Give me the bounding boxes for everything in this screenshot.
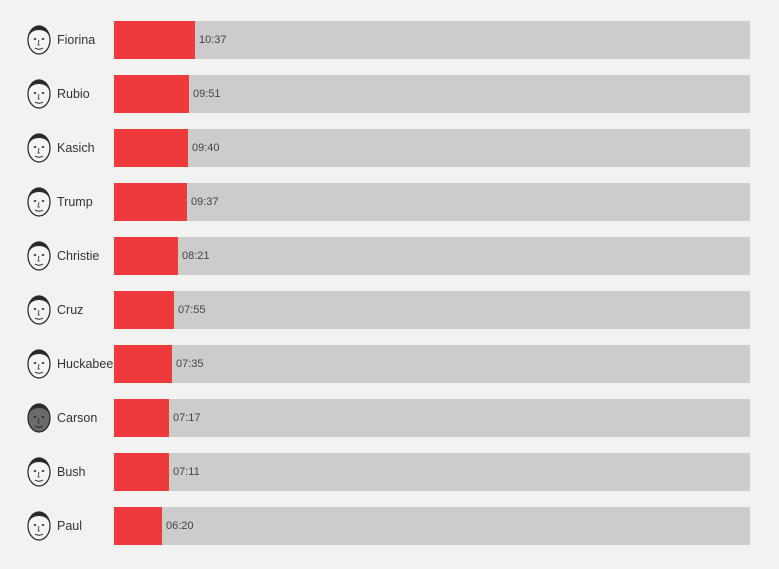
cruz-portrait-icon	[27, 295, 51, 325]
paul-portrait-icon	[27, 511, 51, 541]
bar-row: Paul 06:20	[0, 507, 779, 545]
speaking-time-label: 09:37	[191, 196, 219, 208]
bar-track: 09:51	[114, 75, 750, 113]
candidate-name-label: Kasich	[57, 141, 95, 155]
speaking-time-bar	[114, 399, 169, 437]
bar-row: Christie 08:21	[0, 237, 779, 275]
candidate-name-label: Carson	[57, 411, 98, 425]
rubio-portrait-icon	[27, 79, 51, 109]
bar-track: 09:37	[114, 183, 750, 221]
bar-row: Huckabee 07:35	[0, 345, 779, 383]
candidate-name-label: Cruz	[57, 303, 84, 317]
bar-track: 06:20	[114, 507, 750, 545]
bar-row: Bush 07:11	[0, 453, 779, 491]
bar-track: 10:37	[114, 21, 750, 59]
kasich-portrait-icon	[27, 133, 51, 163]
speaking-time-bar	[114, 507, 162, 545]
speaking-time-bar	[114, 21, 195, 59]
christie-portrait-icon	[27, 241, 51, 271]
bar-track: 07:55	[114, 291, 750, 329]
huckabee-portrait-icon	[27, 349, 51, 379]
bar-track: 09:40	[114, 129, 750, 167]
speaking-time-bar	[114, 345, 172, 383]
bar-track: 07:17	[114, 399, 750, 437]
bush-portrait-icon	[27, 457, 51, 487]
candidate-name-label: Trump	[57, 195, 93, 209]
trump-portrait-icon	[27, 187, 51, 217]
bar-row: Kasich 09:40	[0, 129, 779, 167]
fiorina-portrait-icon	[27, 25, 51, 55]
speaking-time-label: 07:55	[178, 304, 206, 316]
speaking-time-label: 10:37	[199, 34, 227, 46]
speaking-time-bar	[114, 291, 174, 329]
bar-row: Carson 07:17	[0, 399, 779, 437]
bar-track: 07:35	[114, 345, 750, 383]
speaking-time-label: 09:51	[193, 88, 221, 100]
speaking-time-label: 07:11	[173, 466, 200, 478]
speaking-time-label: 08:21	[182, 250, 210, 262]
speaking-time-label: 06:20	[166, 520, 194, 532]
bar-row: Cruz 07:55	[0, 291, 779, 329]
candidate-name-label: Rubio	[57, 87, 90, 101]
speaking-time-label: 07:17	[173, 412, 201, 424]
speaking-time-bar	[114, 237, 178, 275]
bar-row: Rubio 09:51	[0, 75, 779, 113]
candidate-name-label: Christie	[57, 249, 100, 263]
speaking-time-bar	[114, 75, 189, 113]
candidate-name-label: Fiorina	[57, 33, 96, 47]
speaking-time-bar	[114, 453, 169, 491]
bar-row: Trump 09:37	[0, 183, 779, 221]
candidate-name-label: Paul	[57, 519, 83, 533]
speaking-time-bar	[114, 129, 188, 167]
bar-track: 07:11	[114, 453, 750, 491]
candidate-name-label: Huckabee	[57, 357, 114, 371]
speaking-time-label: 07:35	[176, 358, 204, 370]
candidate-name-label: Bush	[57, 465, 86, 479]
bar-row: Fiorina 10:37	[0, 21, 779, 59]
speaking-time-bar	[114, 183, 187, 221]
carson-portrait-icon	[27, 403, 51, 433]
speaking-time-label: 09:40	[192, 142, 220, 154]
bar-track: 08:21	[114, 237, 750, 275]
